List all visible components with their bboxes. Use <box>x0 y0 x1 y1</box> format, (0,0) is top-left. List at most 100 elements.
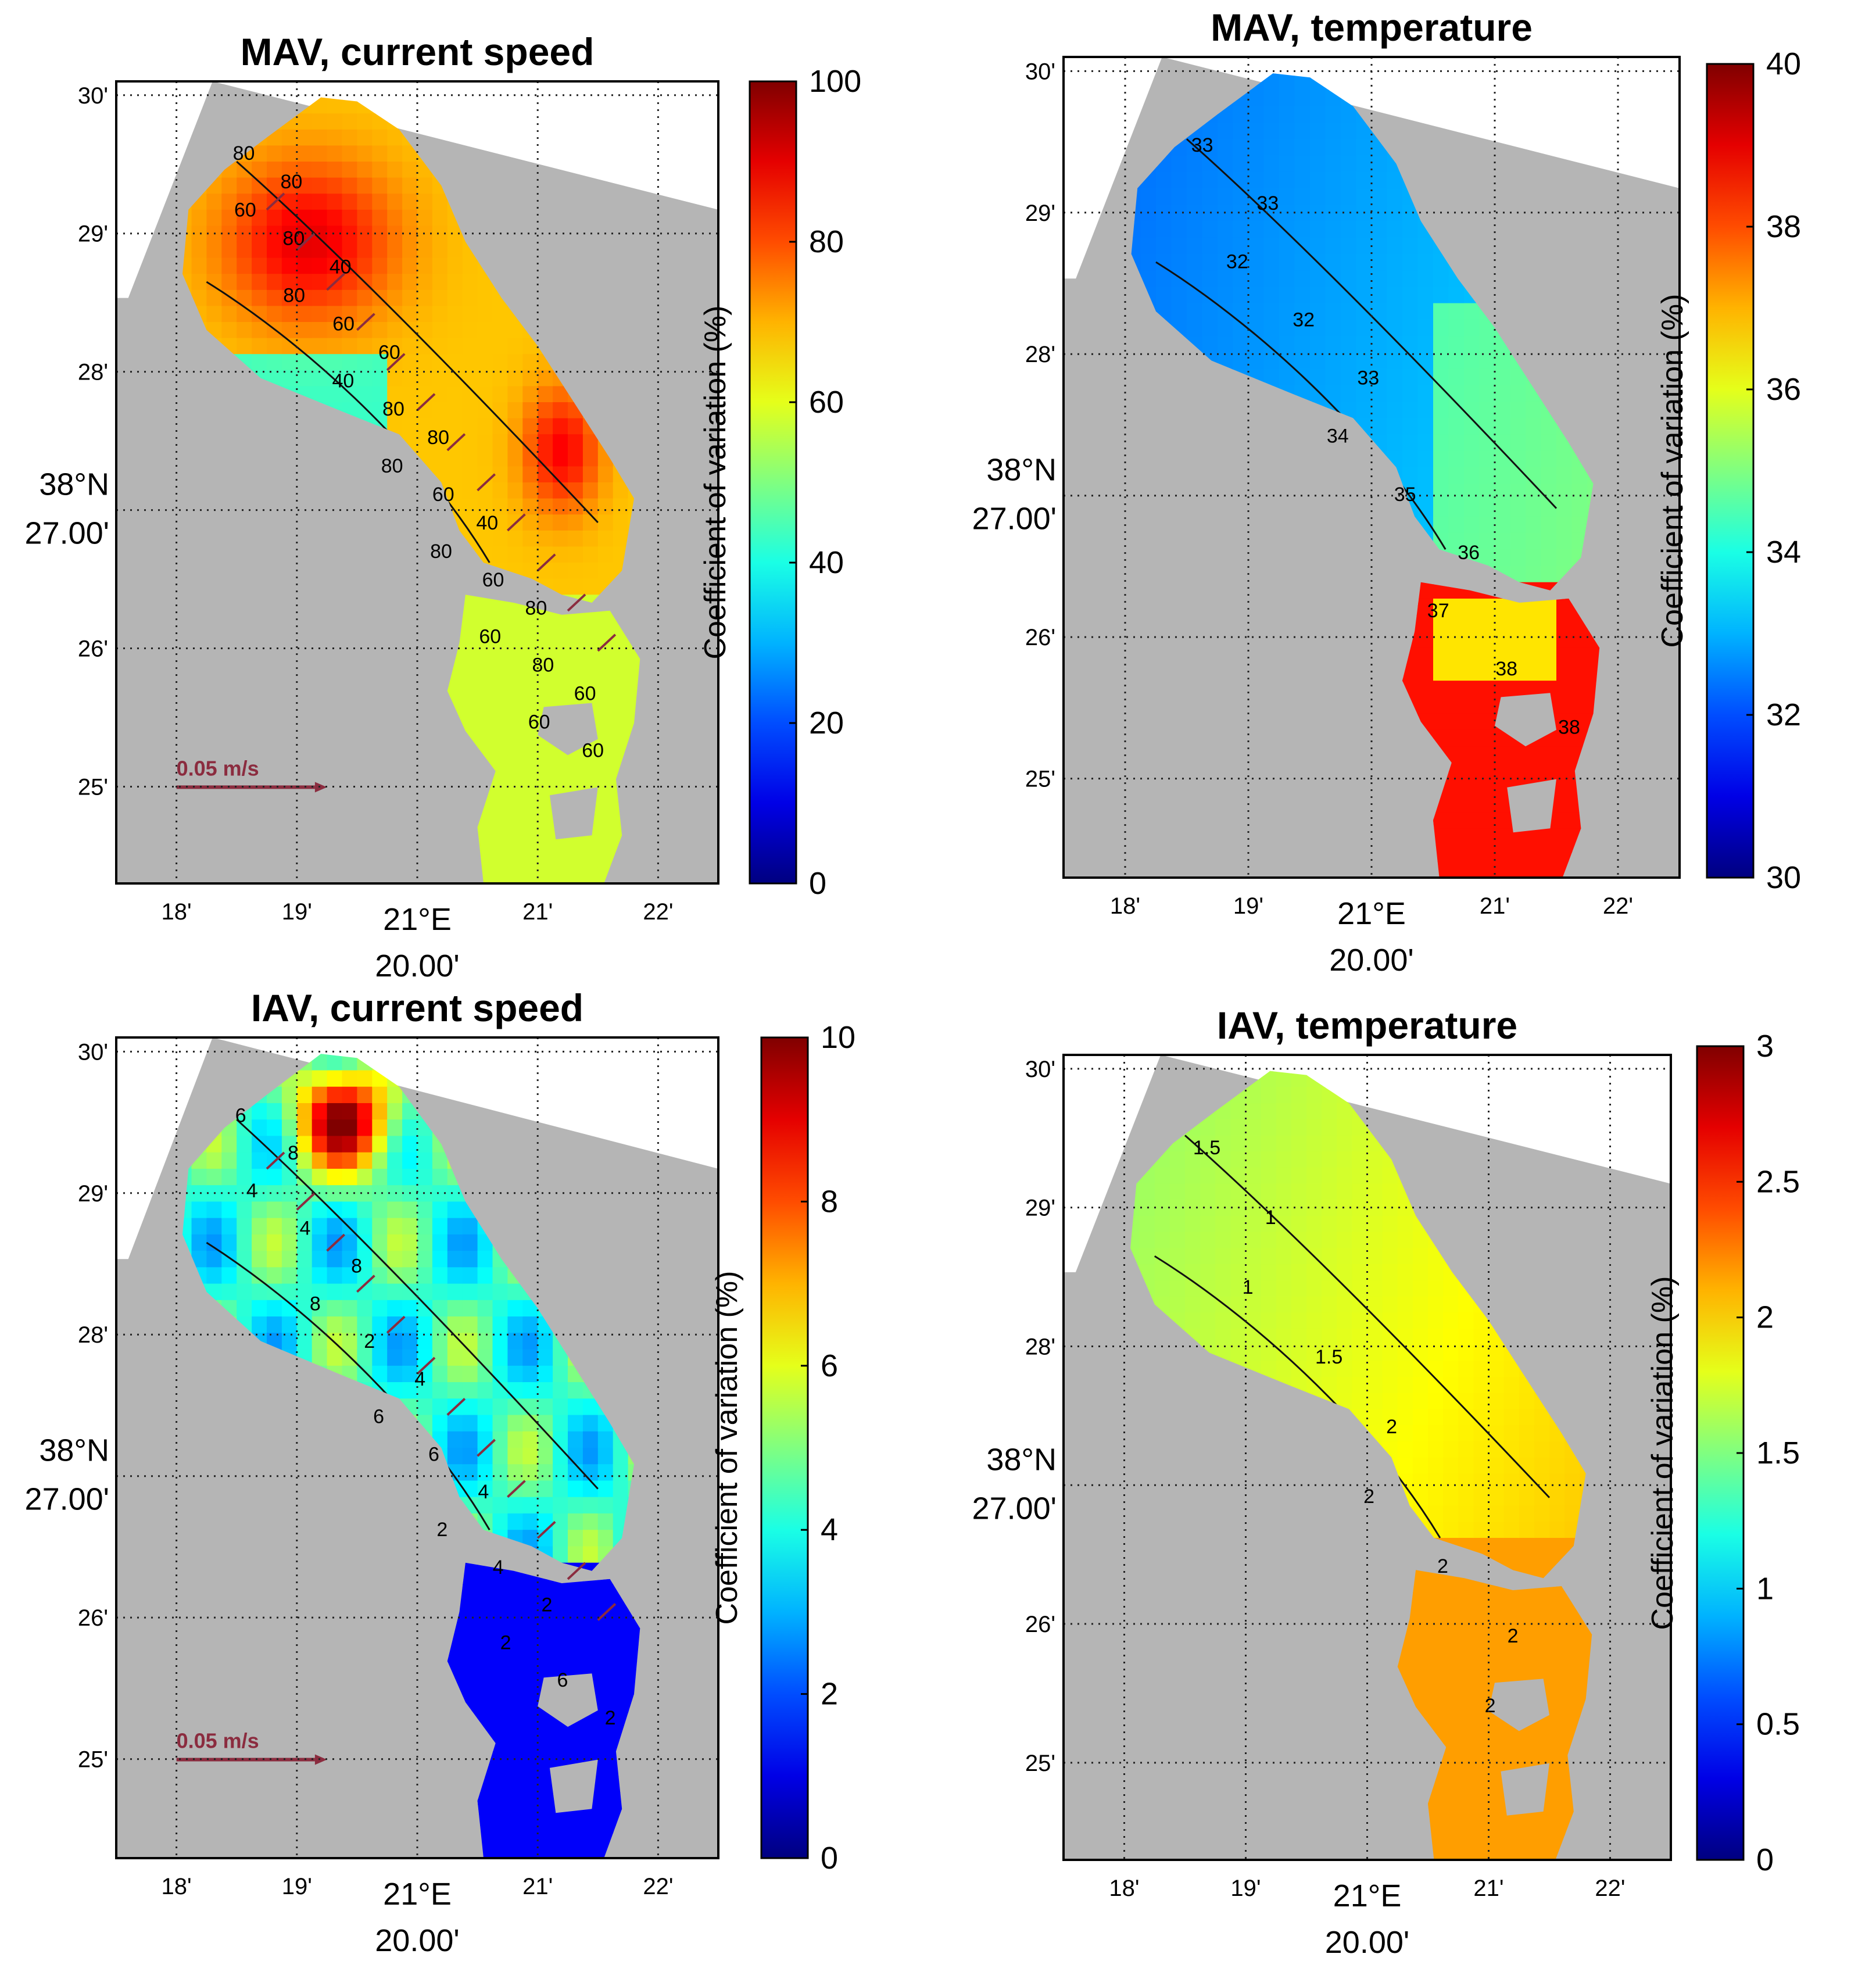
contour-label: 80 <box>233 142 255 164</box>
heatmap-cell <box>477 819 493 836</box>
heatmap-cell <box>342 1086 358 1104</box>
heatmap-cell <box>613 659 629 676</box>
heatmap-cell <box>1372 287 1388 304</box>
heatmap-cell <box>582 434 599 451</box>
heatmap-cell <box>477 514 493 531</box>
heatmap-cell <box>582 627 599 643</box>
heatmap-cell <box>432 322 448 339</box>
colorbar-tick-label: 80 <box>809 224 844 259</box>
heatmap-cell <box>237 1283 253 1301</box>
current-vector <box>416 393 436 411</box>
heatmap-cell <box>1356 352 1372 370</box>
colorbar-tick-label: 40 <box>809 545 844 580</box>
heatmap-cell <box>327 257 343 275</box>
heatmap-cell <box>357 194 373 210</box>
heatmap-cell <box>1356 253 1372 271</box>
current-vector <box>477 473 496 492</box>
heatmap-cell <box>1556 697 1573 714</box>
heatmap-cell <box>582 498 599 516</box>
heatmap-cell <box>597 771 614 788</box>
heatmap-cell <box>1402 402 1419 419</box>
heatmap-cell <box>1464 484 1480 501</box>
heatmap-cell <box>1156 287 1172 304</box>
heatmap-cell <box>1248 319 1265 337</box>
heatmap-cell <box>477 370 493 387</box>
heatmap-cell <box>1510 861 1526 878</box>
heatmap-cell <box>342 1251 358 1268</box>
heatmap-cell <box>1495 532 1511 550</box>
heatmap-cell <box>1341 171 1357 189</box>
heatmap-cell <box>327 306 343 323</box>
x-major-label: 21°E <box>383 902 452 937</box>
heatmap-cell <box>1356 319 1372 337</box>
heatmap-cell <box>1556 532 1573 550</box>
heatmap-cell <box>1479 681 1495 698</box>
heatmap-cell <box>1448 532 1465 550</box>
current-vector <box>597 634 617 652</box>
heatmap-cell <box>327 1136 343 1153</box>
heatmap-cell <box>492 675 509 692</box>
heatmap-cell <box>1187 287 1203 304</box>
heatmap-cell <box>267 1201 282 1219</box>
heatmap-cell <box>1372 155 1388 173</box>
heatmap-cell <box>1495 434 1511 452</box>
heatmap-cell <box>1556 746 1573 764</box>
heatmap-cell <box>1448 697 1465 714</box>
heatmap-cell <box>417 418 433 435</box>
heatmap-cell <box>1448 647 1465 665</box>
heatmap-cell <box>507 723 524 740</box>
heatmap-cell <box>1417 287 1434 304</box>
heatmap-cell <box>582 659 599 676</box>
heatmap-cell <box>417 370 433 387</box>
heatmap-cell <box>357 289 373 307</box>
heatmap-cell <box>462 610 478 628</box>
heatmap-cell <box>1218 270 1234 288</box>
chart-title: MAV, temperature <box>1211 6 1533 49</box>
heatmap-cell <box>1495 631 1511 649</box>
heatmap-cell <box>1510 418 1526 435</box>
colorbar-tick-label: 20 <box>809 706 844 740</box>
heatmap-cell <box>492 370 509 387</box>
heatmap-cell <box>281 1086 298 1104</box>
heatmap-cell <box>296 289 313 307</box>
heatmap-cell <box>568 675 583 692</box>
heatmap-cell <box>568 482 583 499</box>
x-tick-label: 18' <box>162 899 192 925</box>
colorbar-tick-label: 34 <box>1766 535 1801 570</box>
heatmap-cell <box>597 835 614 852</box>
heatmap-cell <box>342 289 358 307</box>
heatmap-cell <box>372 209 388 227</box>
heatmap-cell <box>462 659 478 676</box>
heatmap-cell <box>1187 237 1203 255</box>
heatmap-cell <box>372 162 388 178</box>
heatmap-cell <box>327 1054 343 1071</box>
heatmap-cell <box>507 338 524 355</box>
heatmap-cell <box>1279 303 1295 320</box>
heatmap-cell <box>1294 319 1311 337</box>
heatmap-cell <box>1387 188 1403 206</box>
heatmap-cell <box>342 129 358 146</box>
heatmap-cell <box>327 1300 343 1318</box>
heatmap-cell <box>1171 171 1187 189</box>
heatmap-cell <box>553 755 568 772</box>
contour-lines <box>1155 138 1558 550</box>
heatmap-cell <box>1356 171 1372 189</box>
heatmap-cell <box>1556 713 1573 731</box>
heatmap-cell <box>342 354 358 371</box>
heatmap-cell <box>538 434 554 451</box>
heatmap-cell <box>312 1283 328 1301</box>
heatmap-cell <box>1279 319 1295 337</box>
heatmap-cell <box>1417 681 1434 698</box>
heatmap-cell <box>417 177 433 195</box>
heatmap-cell <box>1233 106 1249 123</box>
heatmap-cell <box>402 242 418 259</box>
heatmap-cell <box>1479 664 1495 682</box>
heatmap-cell <box>1556 631 1573 649</box>
heatmap-cell <box>1510 664 1526 682</box>
heatmap-cell <box>206 1201 223 1219</box>
y-tick-label: 29' <box>78 221 108 247</box>
heatmap-cell <box>327 177 343 195</box>
heatmap-cell <box>1464 467 1480 485</box>
contour-label: 80 <box>281 171 303 193</box>
heatmap-cell <box>372 386 388 403</box>
